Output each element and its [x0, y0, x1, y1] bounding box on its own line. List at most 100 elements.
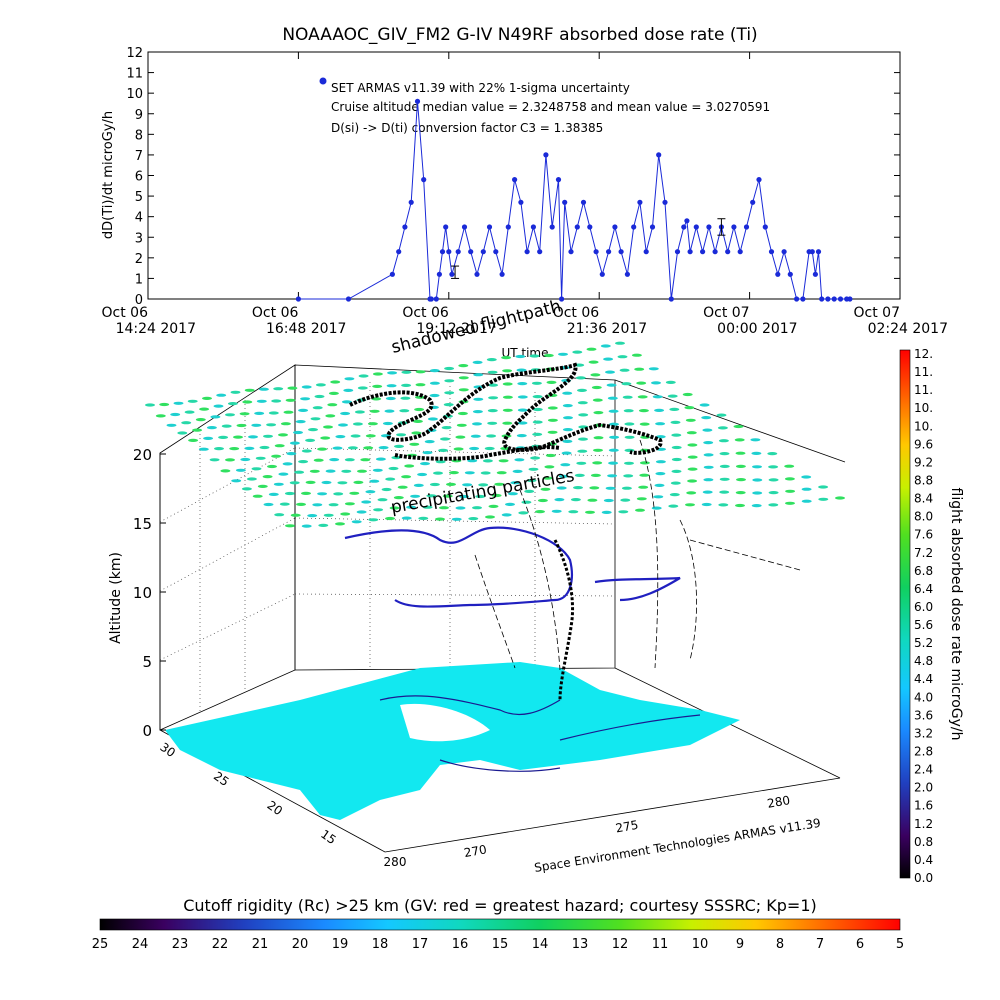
particle-dash	[458, 388, 469, 392]
panel-3d: shadowed flightpath precipitating partic…	[108, 296, 846, 875]
particle-dash	[491, 493, 502, 498]
dose-rate-tick-label: 4.4	[914, 672, 933, 686]
particle-dash	[388, 466, 399, 471]
particle-dash	[648, 367, 659, 371]
particle-dash	[453, 447, 464, 451]
particle-dash	[768, 478, 779, 482]
altitude-tick-label: 20	[133, 446, 152, 464]
particle-dash	[545, 453, 556, 458]
annotation-line-3: D(si) -> D(ti) conversion factor C3 = 1.…	[331, 121, 603, 135]
dose-rate-colorbar-label: flight absorbed dose rate microGy/h	[948, 488, 964, 741]
particle-dash	[259, 445, 270, 450]
cutoff-rigidity-tick-label: 13	[572, 937, 589, 952]
data-point	[446, 249, 452, 255]
particle-dash	[590, 473, 601, 477]
particle-dash	[624, 461, 634, 465]
particle-dash	[349, 491, 360, 495]
particle-dash	[620, 498, 631, 502]
particle-dash	[544, 465, 555, 469]
data-point	[643, 249, 649, 255]
particle-dash	[415, 370, 426, 374]
data-point	[559, 296, 565, 302]
particle-dash	[472, 410, 483, 414]
data-point	[631, 224, 637, 230]
x-tick-label-date: Oct 07	[703, 305, 749, 321]
particle-dash	[350, 434, 361, 438]
particle-dash	[351, 520, 362, 524]
particle-dash	[225, 413, 235, 417]
particle-dash	[278, 472, 289, 476]
particle-dash	[372, 372, 383, 376]
particle-dash	[751, 504, 762, 508]
cutoff-rigidity-tick-label: 15	[492, 937, 509, 952]
x-tick-label-time: 14:24 2017	[116, 321, 196, 337]
particle-dash	[608, 461, 619, 465]
data-point	[662, 199, 668, 205]
particle-dash	[373, 508, 384, 512]
particle-dash	[601, 510, 612, 514]
particle-dash	[487, 409, 498, 413]
particle-dash	[507, 492, 518, 496]
particle-dash	[502, 395, 513, 399]
particle-dash	[282, 462, 293, 466]
particle-dash	[296, 502, 306, 506]
particle-dash	[218, 435, 229, 439]
data-point	[656, 152, 662, 158]
data-point	[555, 177, 562, 183]
particle-dash	[716, 413, 727, 417]
particle-dash	[429, 369, 440, 373]
particle-dash	[192, 428, 203, 432]
particle-dash	[631, 353, 642, 357]
particle-dash	[414, 407, 425, 412]
particle-dash	[472, 506, 482, 510]
front-right-base	[384, 777, 841, 853]
particle-dash	[442, 494, 453, 498]
particle-dash	[703, 441, 714, 445]
particle-dash	[246, 477, 257, 481]
particle-dash	[263, 434, 273, 438]
particle-dash	[406, 505, 417, 509]
particle-dash	[361, 500, 372, 504]
particle-dash	[542, 476, 553, 480]
particle-dash	[502, 369, 513, 373]
particle-dash	[570, 498, 581, 502]
x-tick-label-time: 21:36 2017	[567, 321, 647, 337]
particle-dash	[317, 492, 328, 496]
data-point	[396, 249, 402, 255]
particle-dash	[309, 469, 320, 473]
particle-dash	[617, 355, 628, 359]
particle-dash	[252, 494, 263, 498]
dose-rate-tick-label: 1.6	[914, 799, 933, 813]
particle-dash	[325, 469, 336, 473]
dose-rate-tick-label: 8.0	[914, 510, 933, 524]
particle-dash	[451, 517, 462, 521]
particle-dash	[290, 513, 301, 517]
particle-dash	[411, 431, 422, 435]
data-point	[725, 249, 731, 255]
particle-dash	[537, 498, 548, 503]
particle-dash	[344, 458, 355, 462]
particle-dash	[654, 408, 665, 412]
data-point	[847, 296, 853, 302]
particle-dash	[456, 423, 467, 427]
altitude-axis-label: Altitude (km)	[108, 552, 124, 644]
particle-dash	[608, 409, 619, 413]
particle-dash	[330, 380, 341, 384]
particle-dash	[488, 383, 499, 387]
particle-dash	[173, 401, 184, 405]
particle-dash	[323, 513, 334, 517]
particle-dash	[242, 400, 253, 404]
particle-dash	[593, 411, 604, 415]
dose-rate-tick-label: 2.4	[914, 763, 933, 777]
particle-dash	[516, 434, 527, 438]
cutoff-rigidity-tick-label: 21	[252, 937, 269, 952]
particle-dash	[170, 412, 181, 417]
particle-dash	[382, 421, 393, 426]
particle-dash	[393, 496, 404, 500]
particle-dash	[458, 376, 469, 380]
particle-dash	[591, 385, 602, 390]
particle-dash	[482, 459, 493, 463]
particle-dash	[655, 422, 666, 426]
particle-dash	[639, 461, 650, 465]
